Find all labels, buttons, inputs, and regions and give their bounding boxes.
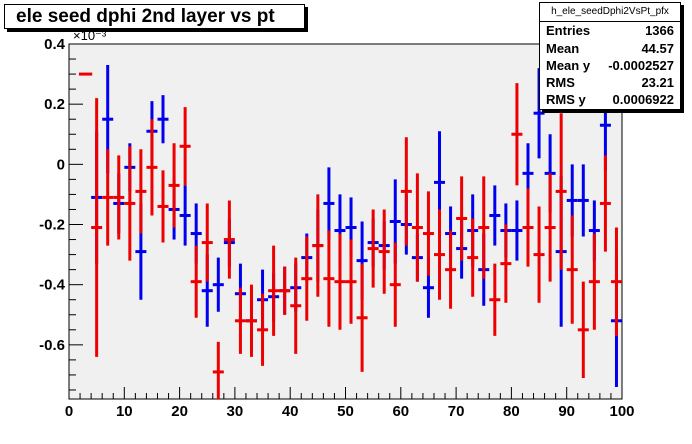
data-points xyxy=(78,65,622,399)
red-data-point xyxy=(323,230,335,327)
x-tick-label: 10 xyxy=(116,403,133,420)
red-data-point xyxy=(367,209,379,288)
axis-labels: 0 10 20 30 40 50 60 70 80 90 100 -0.6 -0.4 -0.2 0 0.2 0.… xyxy=(39,28,634,420)
stats-value: 0.0006922 xyxy=(612,92,674,107)
red-data-point xyxy=(190,245,202,318)
y-tick-label: -0.2 xyxy=(39,217,65,234)
blue-data-point xyxy=(577,164,589,237)
stats-row-entries: Entries 1366 xyxy=(546,23,674,41)
stats-row-mean: Mean 44.57 xyxy=(546,41,674,59)
red-data-point xyxy=(257,293,269,366)
x-tick-label: 100 xyxy=(609,403,634,420)
red-data-point xyxy=(422,191,434,276)
y-tick-label: 0 xyxy=(57,156,65,173)
red-data-point xyxy=(334,233,346,330)
stats-value: 1366 xyxy=(645,23,674,38)
x-tick-label: 50 xyxy=(337,403,354,420)
red-data-point xyxy=(356,263,368,372)
red-data-point xyxy=(378,209,390,294)
red-data-point xyxy=(588,233,600,330)
blue-data-point xyxy=(323,167,335,240)
red-data-point xyxy=(301,236,313,321)
stats-histogram-name: h_ele_seedDphi2VsPt_pfx xyxy=(540,3,680,22)
axis-ticks xyxy=(68,43,623,399)
red-data-point xyxy=(555,113,567,270)
red-data-point xyxy=(168,143,180,228)
red-data-point xyxy=(511,83,523,186)
y-tick-label: 0.2 xyxy=(44,96,65,113)
stats-row-rms: RMS 23.21 xyxy=(546,75,674,93)
red-data-point xyxy=(478,176,490,279)
red-data-point xyxy=(400,137,412,246)
stats-key: RMS xyxy=(546,75,575,90)
red-data-point xyxy=(124,146,136,261)
blue-data-point xyxy=(157,95,169,144)
red-data-point xyxy=(500,224,512,303)
stats-row-rms-y: RMS y 0.0006922 xyxy=(546,92,674,110)
red-data-point xyxy=(467,218,479,297)
x-tick-label: 40 xyxy=(282,403,299,420)
stats-key: Entries xyxy=(546,23,591,38)
red-data-point xyxy=(312,194,324,297)
y-tick-label: -0.6 xyxy=(39,337,65,354)
red-data-point xyxy=(290,257,302,354)
red-data-point xyxy=(102,149,114,246)
x-tick-label: 0 xyxy=(65,403,73,420)
chart-title: ele seed dphi 2nd layer vs pt xyxy=(16,6,275,27)
red-data-point xyxy=(212,341,224,399)
red-data-point xyxy=(113,155,125,240)
red-data-point xyxy=(223,200,235,279)
red-data-point xyxy=(599,155,611,252)
blue-data-point xyxy=(511,200,523,261)
plot-frame xyxy=(68,43,623,400)
red-data-point xyxy=(268,245,280,336)
x-tick-label: 70 xyxy=(448,403,465,420)
red-data-point xyxy=(91,98,103,357)
red-data-point xyxy=(245,284,257,357)
stats-key: Mean xyxy=(546,41,580,56)
red-data-point xyxy=(456,176,468,261)
red-data-point xyxy=(389,242,401,327)
red-data-point xyxy=(434,209,446,300)
chart-title-box: ele seed dphi 2nd layer vs pt xyxy=(4,4,305,29)
y-scale-label: ×10⁻³ xyxy=(73,28,107,43)
red-data-point xyxy=(610,227,622,336)
stats-key: Mean y xyxy=(546,58,591,73)
red-data-point xyxy=(566,215,578,324)
stats-row-mean-y: Mean y -0.0002527 xyxy=(546,58,674,76)
x-tick-label: 90 xyxy=(558,403,575,420)
red-data-point xyxy=(157,170,169,243)
red-data-point xyxy=(146,119,158,216)
red-data-point xyxy=(489,263,501,336)
red-data-point xyxy=(533,206,545,303)
blue-data-point xyxy=(489,185,501,246)
stats-value: -0.0002527 xyxy=(608,58,674,73)
red-data-point xyxy=(544,173,556,282)
red-data-point xyxy=(411,173,423,282)
red-data-point xyxy=(445,230,457,309)
red-data-point xyxy=(345,239,357,324)
x-tick-label: 20 xyxy=(171,403,188,420)
blue-data-point xyxy=(212,257,224,312)
stats-value: 23.21 xyxy=(641,75,674,90)
stats-value: 44.57 xyxy=(641,41,674,56)
red-data-point xyxy=(179,107,191,186)
x-tick-label: 80 xyxy=(503,403,520,420)
red-data-point xyxy=(201,203,213,282)
red-data-point xyxy=(577,281,589,378)
blue-data-point xyxy=(179,185,191,246)
red-data-point xyxy=(234,287,246,354)
x-tick-label: 30 xyxy=(227,403,244,420)
stats-key: RMS y xyxy=(546,92,586,107)
y-tick-label: -0.4 xyxy=(39,277,66,294)
x-tick-label: 60 xyxy=(392,403,409,420)
red-data-point xyxy=(522,188,534,267)
red-data-point xyxy=(279,266,291,315)
red-data-point xyxy=(135,149,147,234)
stats-box: h_ele_seedDphi2VsPt_pfx Entries 1366 Mea… xyxy=(539,2,681,110)
y-tick-label: 0.4 xyxy=(44,36,66,53)
